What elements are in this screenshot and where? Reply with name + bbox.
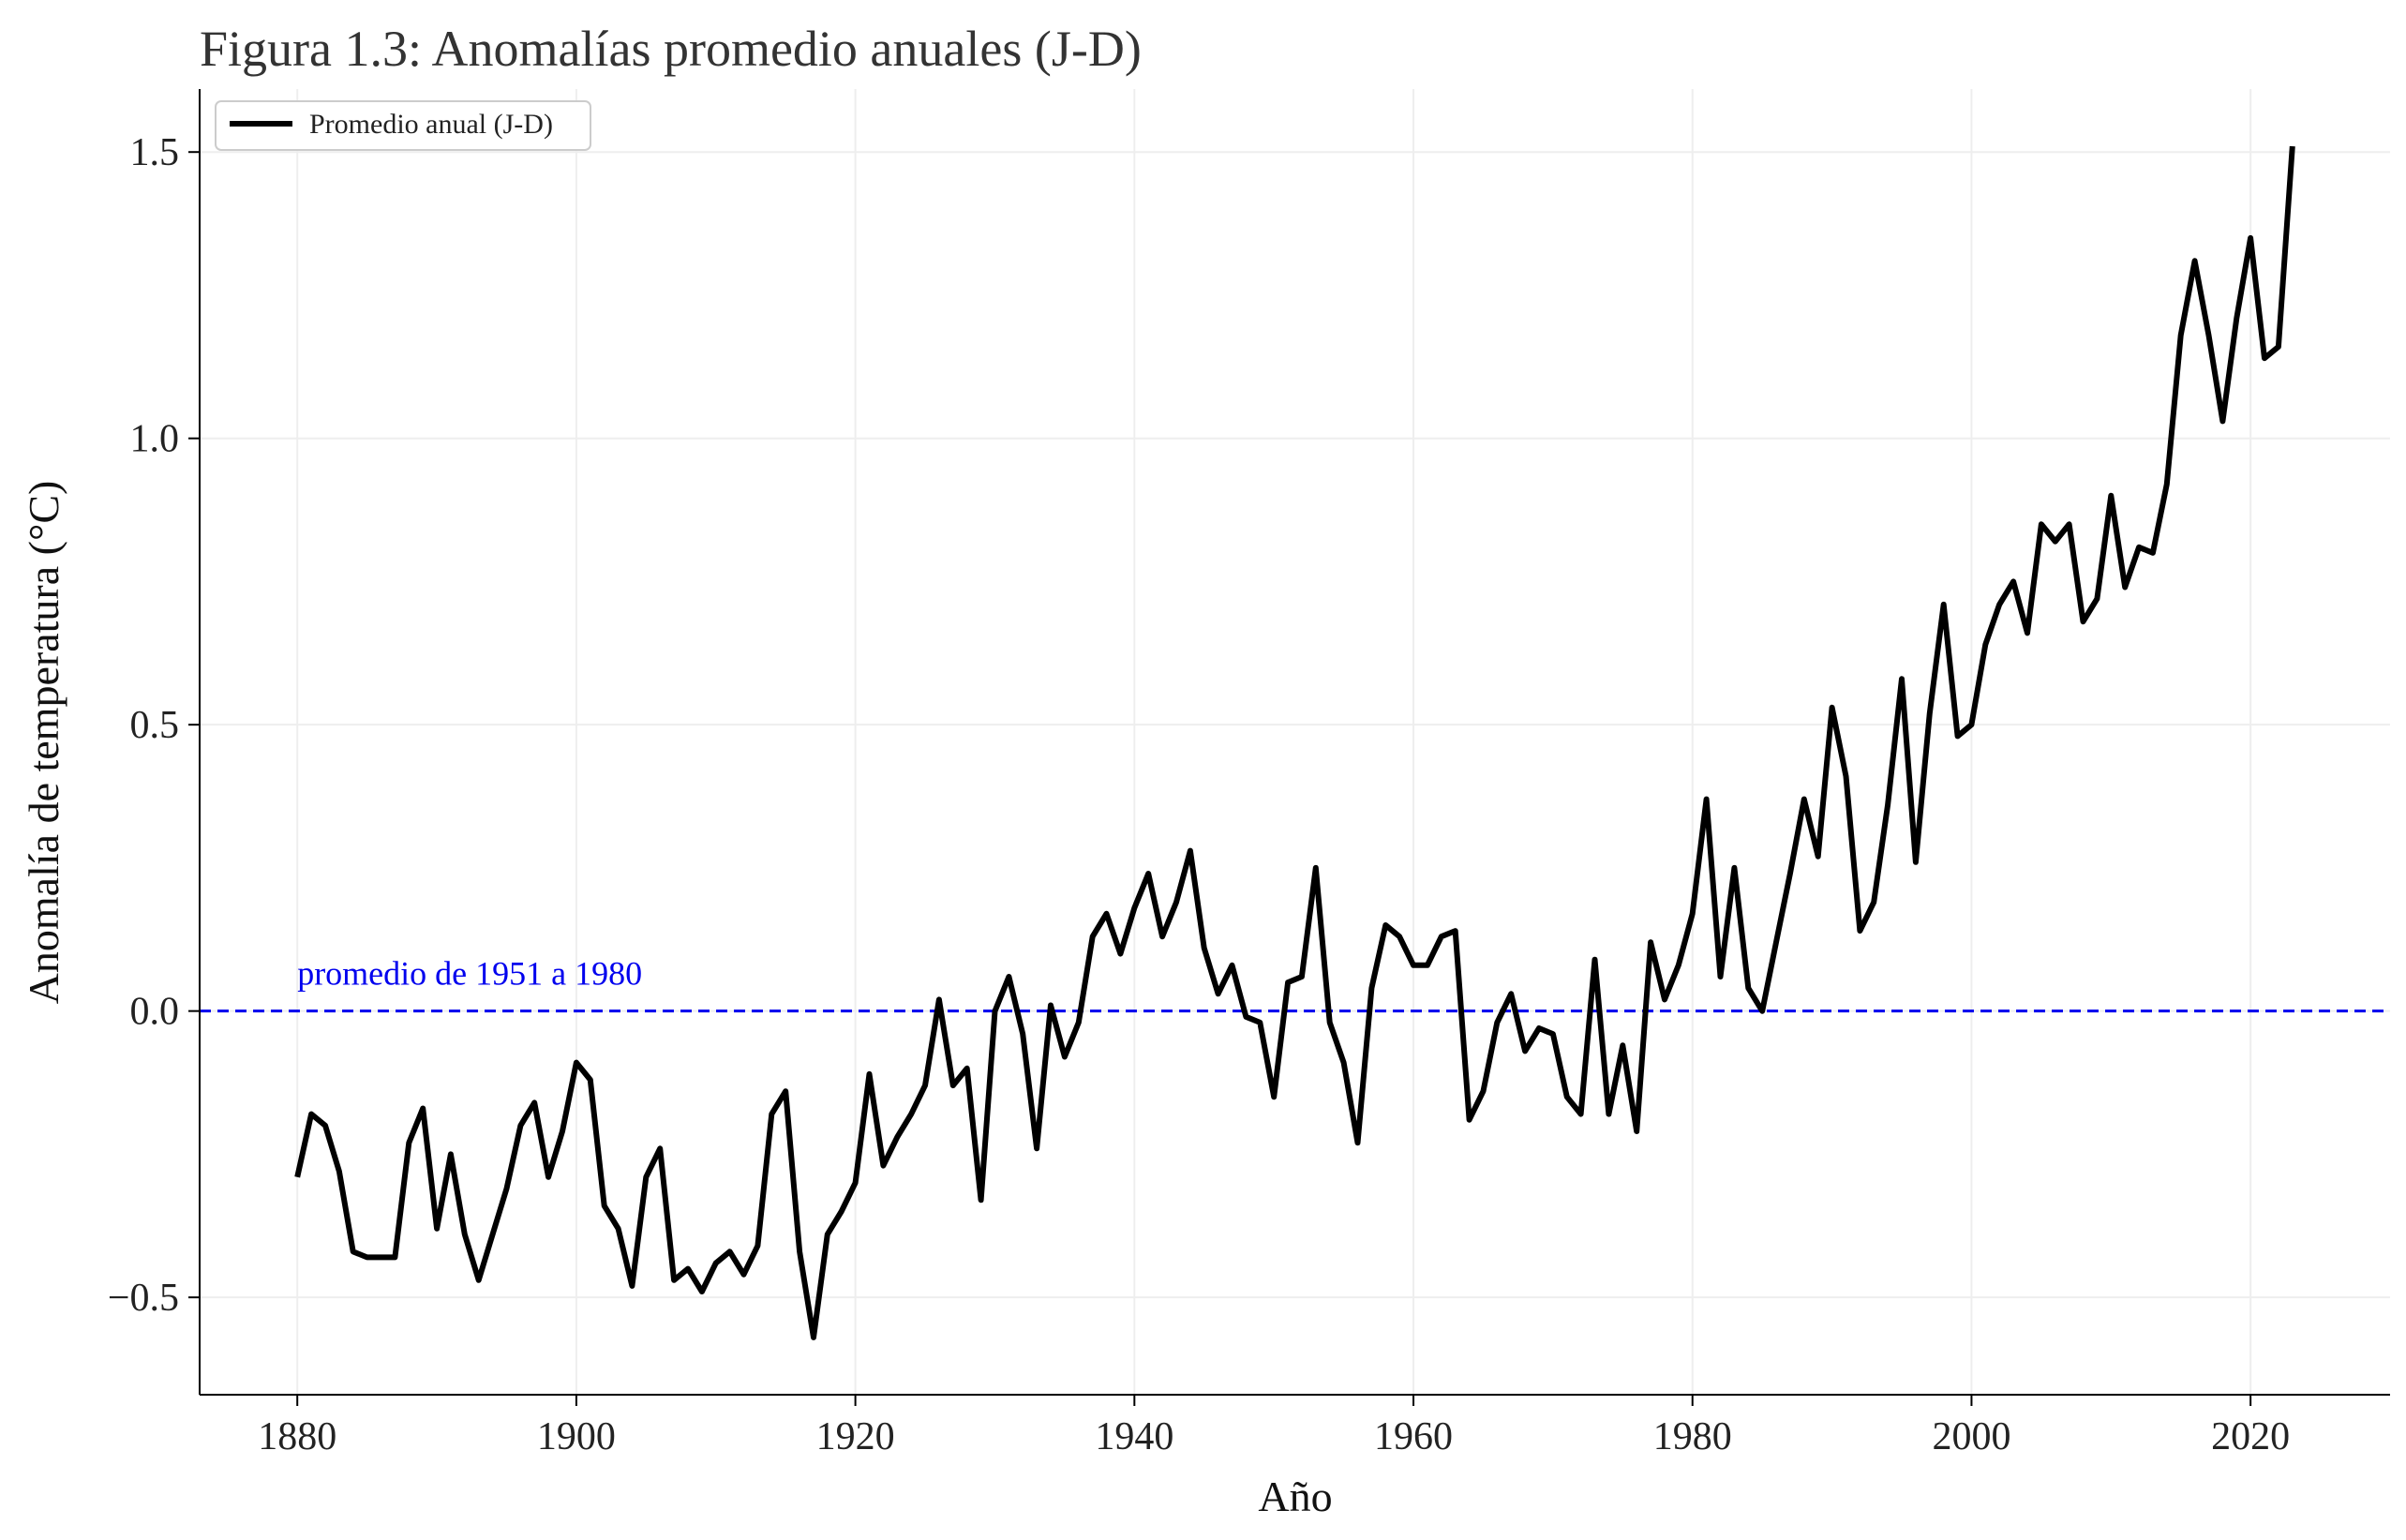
legend-label: Promedio anual (J-D) (309, 109, 553, 140)
x-axis-label: Año (1258, 1473, 1332, 1520)
x-tick-label: 1960 (1374, 1415, 1453, 1458)
chart-title: Figura 1.3: Anomalías promedio anuales (… (200, 21, 1142, 77)
x-tick-label: 1940 (1095, 1415, 1173, 1458)
y-tick-label: 1.0 (130, 418, 180, 461)
y-axis-label: Anomalía de temperatura (°C) (20, 481, 67, 1005)
y-tick-label: −0.5 (108, 1277, 179, 1320)
y-tick-label: 0.5 (130, 704, 180, 747)
x-tick-label: 1920 (816, 1415, 895, 1458)
axes (199, 89, 2390, 1396)
x-tick-label: 1900 (537, 1415, 616, 1458)
x-tick-label: 1980 (1653, 1415, 1732, 1458)
x-tick-label: 2000 (1932, 1415, 2010, 1458)
baseline-annotation: promedio de 1951 a 1980 (297, 955, 642, 993)
series-group (294, 145, 2295, 1340)
x-tick-label: 1880 (258, 1415, 336, 1458)
x-tick-label: 2020 (2211, 1415, 2290, 1458)
legend-frame (215, 100, 591, 151)
tick-group: 1880 1900 1920 1940 1960 1980 2000 2020 −0.5 0.0 0… (108, 131, 2290, 1458)
y-tick-label: 0.0 (130, 991, 180, 1034)
reference-line-group: promedio de 1951 a 1980 (200, 955, 2390, 1013)
legend: Promedio anual (J-D) (215, 100, 591, 151)
series-line-annual-average (294, 145, 2295, 1340)
y-tick-label: 1.5 (130, 131, 180, 174)
